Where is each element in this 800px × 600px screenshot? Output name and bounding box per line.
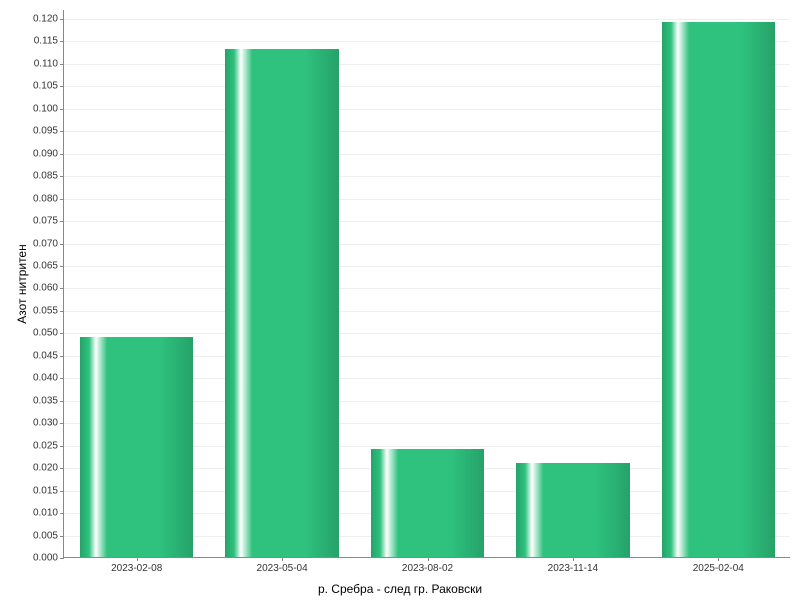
- bar: [516, 463, 629, 557]
- y-tick-mark: [60, 131, 64, 132]
- y-tick-label: 0.015: [33, 485, 58, 496]
- y-tick-label: 0.080: [33, 193, 58, 204]
- y-tick-mark: [60, 356, 64, 357]
- y-tick-mark: [60, 176, 64, 177]
- y-tick-mark: [60, 109, 64, 110]
- y-tick-mark: [60, 513, 64, 514]
- y-tick-mark: [60, 244, 64, 245]
- y-tick-label: 0.035: [33, 395, 58, 406]
- y-tick-label: 0.000: [33, 553, 58, 564]
- y-tick-label: 0.065: [33, 261, 58, 272]
- y-tick-mark: [60, 19, 64, 20]
- plot-area: 0.0000.0050.0100.0150.0200.0250.0300.035…: [63, 10, 790, 558]
- y-tick-mark: [60, 558, 64, 559]
- y-tick-label: 0.010: [33, 508, 58, 519]
- y-tick-mark: [60, 154, 64, 155]
- x-tick-label: 2023-02-08: [111, 563, 162, 574]
- y-tick-label: 0.070: [33, 238, 58, 249]
- grid-line: [64, 19, 790, 20]
- bar: [371, 449, 484, 557]
- y-tick-label: 0.075: [33, 216, 58, 227]
- x-tick-label: 2023-08-02: [402, 563, 453, 574]
- y-tick-mark: [60, 64, 64, 65]
- y-tick-label: 0.040: [33, 373, 58, 384]
- chart-container: 0.000 0.005 0.010 0.015 0.020 0.025 0.030 0.035…: [0, 0, 800, 600]
- y-tick-label: 0.030: [33, 418, 58, 429]
- bar: [225, 49, 338, 557]
- y-tick-label: 0.115: [34, 36, 58, 47]
- y-tick-mark: [60, 221, 64, 222]
- y-tick-label: 0.105: [33, 81, 58, 92]
- x-tick-mark: [718, 557, 719, 561]
- y-tick-label: 0.100: [33, 103, 58, 114]
- x-tick-label: 2025-02-04: [693, 563, 744, 574]
- y-tick-label: 0.050: [33, 328, 58, 339]
- y-tick-mark: [60, 41, 64, 42]
- y-tick-mark: [60, 333, 64, 334]
- y-tick-mark: [60, 423, 64, 424]
- y-tick-label: 0.085: [33, 171, 58, 182]
- y-tick-label: 0.045: [33, 350, 58, 361]
- x-axis-label: р. Сребра - след гр. Раковски: [318, 582, 482, 596]
- x-tick-label: 2023-11-14: [548, 563, 598, 574]
- y-tick-mark: [60, 468, 64, 469]
- y-tick-label: 0.055: [33, 305, 58, 316]
- y-tick-label: 0.020: [33, 463, 58, 474]
- y-tick-label: 0.120: [33, 13, 58, 24]
- x-tick-label: 2023-05-04: [257, 563, 308, 574]
- y-tick-mark: [60, 288, 64, 289]
- x-tick-mark: [282, 557, 283, 561]
- x-tick-mark: [573, 557, 574, 561]
- y-tick-mark: [60, 536, 64, 537]
- x-tick-mark: [137, 557, 138, 561]
- y-tick-mark: [60, 199, 64, 200]
- x-tick-mark: [428, 557, 429, 561]
- y-tick-label: 0.110: [34, 58, 58, 69]
- y-tick-label: 0.025: [33, 440, 58, 451]
- bar: [80, 337, 193, 557]
- y-tick-label: 0.005: [33, 530, 58, 541]
- y-tick-mark: [60, 378, 64, 379]
- y-tick-label: 0.060: [33, 283, 58, 294]
- y-tick-mark: [60, 266, 64, 267]
- y-tick-mark: [60, 401, 64, 402]
- bar: [662, 22, 775, 557]
- y-tick-label: 0.090: [33, 148, 58, 159]
- y-axis-label: Азот нитритен: [15, 244, 29, 323]
- y-tick-mark: [60, 491, 64, 492]
- y-tick-mark: [60, 311, 64, 312]
- y-tick-label: 0.095: [33, 126, 58, 137]
- y-tick-mark: [60, 86, 64, 87]
- y-tick-mark: [60, 446, 64, 447]
